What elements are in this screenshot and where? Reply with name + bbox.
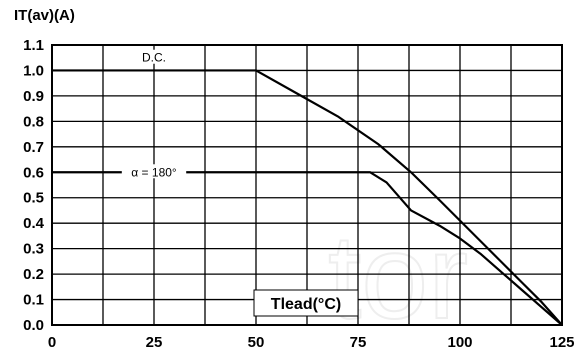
annotation-label: D.C.: [142, 51, 166, 65]
y-tick-label: 0.6: [23, 164, 44, 181]
x-tick-label: 25: [146, 334, 163, 351]
y-tick-label: 0.8: [23, 113, 44, 130]
y-tick-label: 0.3: [23, 241, 44, 258]
x-tick-label: 50: [248, 334, 265, 351]
x-tick-label: 125: [549, 334, 574, 351]
x-tick-label: 0: [48, 334, 56, 351]
y-tick-labels: 0.0 0.1 0.2 0.3 0.4 0.5 0.6 0.7 0.8 0.9 1.0 1.1: [23, 37, 45, 334]
y-tick-label: 0.9: [23, 88, 44, 105]
y-axis-title: IT(av)(A): [14, 7, 75, 24]
x-tick-label: 100: [447, 334, 472, 351]
series-line-1: [52, 171, 563, 326]
x-axis-title: Tlead(°C): [271, 296, 341, 313]
annotation-group: D.C. α = 180°: [121, 49, 187, 179]
grid: [51, 44, 563, 326]
y-tick-label: 0.4: [23, 215, 45, 232]
annotation-bg: [121, 164, 187, 179]
annotation-bg: [135, 49, 173, 64]
y-tick-label: 1.0: [23, 62, 44, 79]
annotation-label: α = 180°: [131, 165, 177, 179]
y-tick-label: 1.1: [23, 37, 44, 54]
x-tick-labels: 0 25 50 75 100 125: [48, 334, 575, 351]
y-tick-label: 0.2: [23, 266, 44, 283]
x-axis-title-box: [253, 289, 359, 317]
y-tick-label: 0.5: [23, 190, 44, 207]
watermark: tor: [328, 210, 468, 344]
y-tick-label: 0.0: [23, 317, 44, 334]
series-line-0: [52, 69, 563, 326]
x-tick-label: 75: [350, 334, 367, 351]
y-tick-label: 0.1: [23, 292, 44, 309]
plot-frame: [51, 44, 563, 326]
y-tick-label: 0.7: [23, 139, 44, 156]
series-group: [52, 69, 563, 326]
